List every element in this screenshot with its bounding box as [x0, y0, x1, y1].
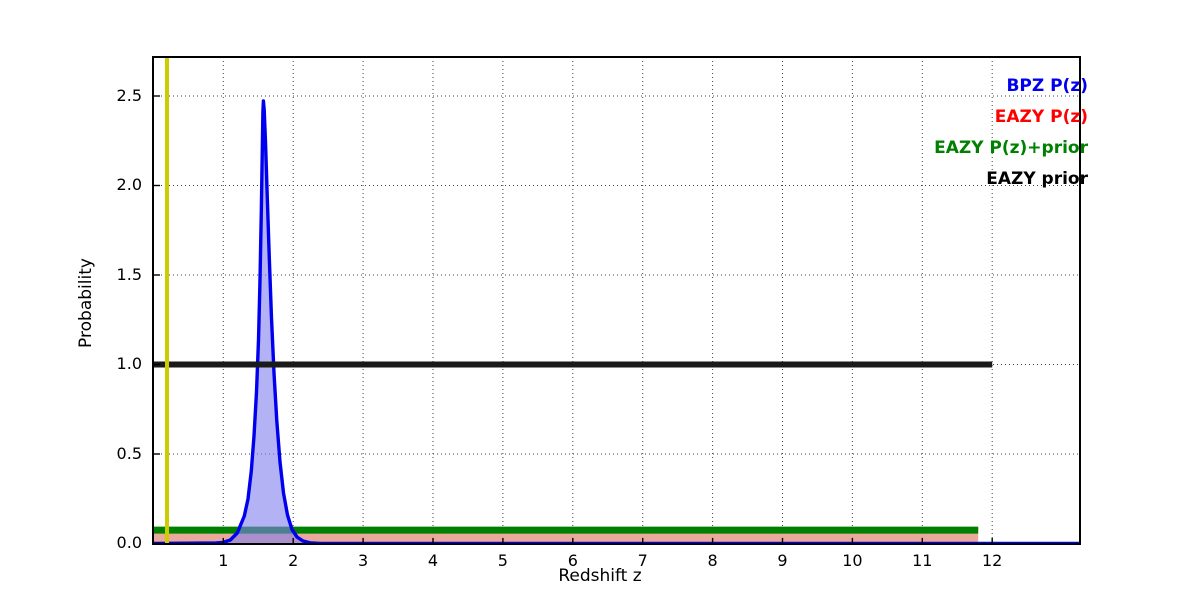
xtick-label: 5: [497, 551, 508, 570]
ytick-label: 0.5: [116, 443, 142, 463]
xtick-label: 9: [777, 551, 788, 570]
legend-entry-eazy-pz: EAZY P(z): [994, 107, 1088, 127]
legend-entry-eazy-prior: EAZY prior: [986, 169, 1088, 189]
legend: BPZ P(z) EAZY P(z) EAZY P(z)+prior EAZY …: [934, 78, 1088, 202]
ytick-label: 0.0: [116, 533, 142, 552]
xtick-label: 7: [637, 551, 648, 570]
x-axis-label: Redshift z: [558, 566, 642, 586]
ytick-label: 2.0: [116, 175, 142, 194]
legend-entry-eazy-pz-plus-prior: EAZY P(z)+prior: [934, 138, 1088, 158]
xtick-label: 8: [707, 551, 718, 570]
ytick-label: 2.5: [116, 85, 142, 105]
y-tick-marks: [153, 95, 160, 545]
xtick-label: 10: [842, 551, 863, 570]
y-axis-label: Probability: [76, 258, 96, 348]
series-bpz-pz-line: [153, 99, 1080, 544]
y-axis-label-wrapper: Probability: [0, 0, 600, 600]
xtick-label: 4: [427, 551, 439, 570]
xtick-label: 1: [218, 551, 229, 570]
xtick-label: 6: [567, 551, 578, 570]
xtick-label: 2: [288, 551, 299, 570]
axes-background: [153, 57, 1080, 544]
axes-frame: [152, 56, 1081, 545]
ytick-label: 1.0: [116, 354, 142, 373]
xtick-label: 11: [912, 551, 933, 570]
xtick-label: 12: [982, 551, 1003, 570]
legend-entry-bpz-pz: BPZ P(z): [1006, 76, 1088, 96]
x-tick-marks: [222, 538, 993, 544]
ytick-label: 1.5: [116, 264, 142, 284]
xtick-label: 3: [358, 551, 369, 570]
